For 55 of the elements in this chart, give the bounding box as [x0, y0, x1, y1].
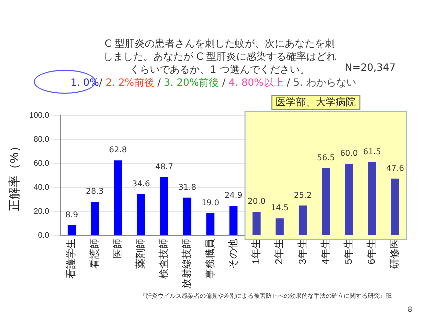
x-tick-label: 薬剤師 — [135, 239, 148, 269]
bar — [68, 225, 76, 236]
data-label: 61.5 — [363, 147, 382, 156]
bar — [391, 178, 400, 236]
bar — [183, 198, 192, 236]
bar — [322, 168, 330, 236]
chart-title: C 型肝炎の患者さんを刺した蚊が、次にあなたを刺しました。あなたが C 型肝炎に感染する確率はどれくらいであるか、1 つ選んでください。 — [102, 38, 338, 77]
x-tick-label: 医師 — [112, 239, 124, 259]
x-tick-label: 看護学生 — [66, 239, 78, 279]
y-tick-label: 20.0 — [34, 207, 50, 216]
data-label: 47.6 — [386, 164, 404, 173]
bar — [368, 162, 376, 236]
bar — [206, 213, 215, 236]
x-tick-label: 1年生 — [250, 239, 263, 265]
x-tick-label: 2年生 — [274, 239, 286, 265]
bar — [276, 218, 284, 236]
x-tick-label: 6年生 — [366, 239, 378, 265]
y-tick-label: 40.0 — [34, 183, 50, 192]
text: N=20,347 — [345, 63, 396, 74]
x-tick-label: 事務職員 — [204, 239, 216, 279]
bar — [114, 160, 122, 236]
data-label: 62.8 — [109, 146, 128, 155]
x-tick-label: 検査技師 — [158, 239, 170, 279]
x-tick-label: 4年生 — [320, 239, 332, 265]
data-label: 48.7 — [155, 162, 174, 172]
data-label: 24.9 — [224, 191, 243, 200]
bar — [345, 164, 354, 236]
bar — [91, 202, 100, 236]
data-label: 25.2 — [294, 190, 312, 200]
data-label: 56.5 — [317, 153, 336, 162]
bar — [137, 194, 146, 236]
bar — [160, 178, 168, 236]
data-label: 60.0 — [340, 149, 358, 158]
bar — [298, 206, 308, 236]
x-tick-label: 研修医 — [390, 239, 402, 269]
band-label: 医学部、大学病院 — [276, 96, 356, 109]
x-tick-label: 3年生 — [296, 239, 309, 265]
data-label: 20.0 — [248, 197, 266, 206]
y-axis-title: 正解率（%） — [8, 140, 22, 212]
x-tick-label: 看護師 — [88, 239, 101, 269]
y-tick-label: 0.0 — [38, 231, 50, 240]
data-label: 28.3 — [86, 187, 104, 196]
data-label: 8.9 — [66, 210, 78, 220]
data-label: 19.0 — [202, 198, 220, 208]
bar — [252, 212, 261, 236]
data-label: 14.5 — [271, 204, 289, 213]
x-tick-label: 5年生 — [342, 239, 355, 265]
data-label: 34.6 — [132, 180, 150, 189]
data-label: 31.8 — [178, 182, 196, 192]
x-tick-label: その他 — [227, 239, 240, 269]
bar — [230, 206, 238, 236]
y-tick-label: 80.0 — [34, 135, 50, 144]
x-tick-label: 放射線技師 — [181, 239, 194, 289]
y-tick-label: 100.0 — [29, 111, 50, 120]
y-tick-label: 60.0 — [34, 159, 50, 168]
